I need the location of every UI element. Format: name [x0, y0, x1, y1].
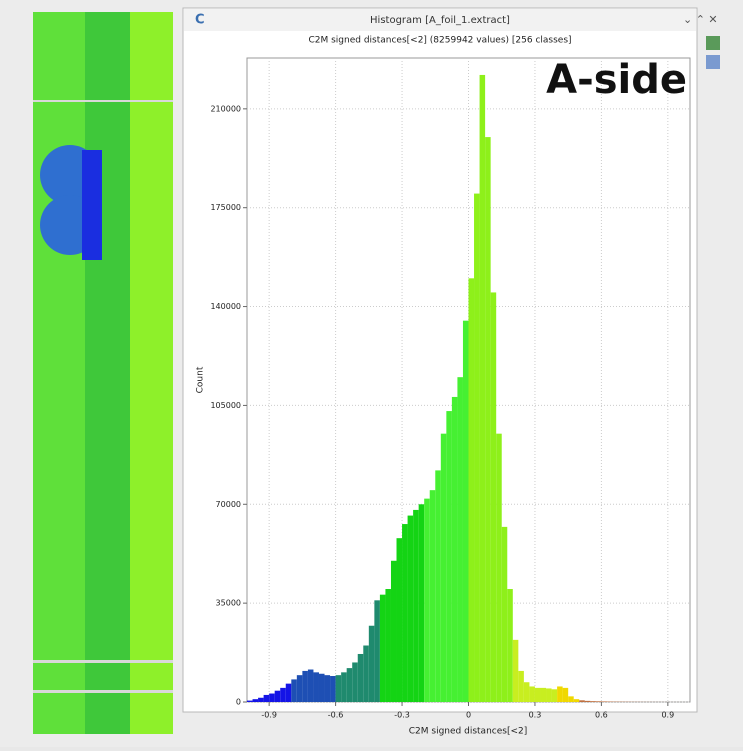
x-tick-label: 0.6: [595, 711, 608, 720]
bar: [502, 527, 508, 702]
bar: [363, 646, 369, 702]
bar: [286, 684, 292, 702]
bar: [590, 701, 596, 702]
bar: [358, 654, 364, 702]
bar: [540, 688, 546, 702]
bar: [269, 694, 275, 702]
bar: [513, 640, 519, 702]
y-tick-label: 35000: [216, 599, 241, 608]
bar: [430, 490, 436, 702]
bar: [275, 691, 281, 702]
x-tick-label: -0.9: [261, 711, 277, 720]
y-axis-label: Count: [196, 366, 206, 393]
bar: [457, 377, 463, 702]
bar: [557, 686, 563, 702]
bar: [529, 686, 535, 702]
image-button[interactable]: [706, 55, 720, 69]
bar: [369, 626, 375, 702]
bar: [518, 671, 524, 702]
bar: [280, 688, 286, 702]
page: C Histogram [A_foil_1.extract] ⌄ ⌃ ✕ C2M…: [0, 0, 743, 747]
bar: [424, 499, 430, 702]
x-tick-label: -0.6: [328, 711, 344, 720]
cloud-stripe: [33, 100, 173, 102]
bar: [408, 516, 414, 702]
bar: [247, 701, 253, 702]
bar: [546, 688, 552, 702]
bar: [585, 701, 591, 702]
x-tick-label: -0.3: [394, 711, 410, 720]
y-tick-label: 140000: [210, 302, 241, 311]
bar: [601, 701, 607, 702]
window-title: Histogram [A_foil_1.extract]: [370, 15, 510, 26]
window-controls[interactable]: ⌄ ⌃ ✕: [683, 13, 718, 26]
cloud-band: [85, 12, 130, 734]
cloud-stripe: [33, 660, 173, 663]
y-tick-label: 0: [236, 698, 241, 707]
bar: [313, 672, 319, 702]
bar: [413, 510, 419, 702]
y-tick-label: 70000: [216, 500, 241, 509]
x-tick-label: 0.9: [661, 711, 674, 720]
bar: [391, 561, 397, 702]
bar: [474, 194, 480, 702]
bar: [336, 675, 342, 702]
bar: [402, 524, 408, 702]
bar: [253, 699, 259, 702]
cloud-stripe: [33, 690, 173, 693]
screen: C Histogram [A_foil_1.extract] ⌄ ⌃ ✕ C2M…: [0, 0, 743, 747]
cloud-band: [130, 12, 173, 734]
bar: [491, 292, 497, 702]
app-icon: C: [195, 13, 205, 28]
cloud-spot: [82, 150, 102, 260]
bar: [352, 662, 358, 702]
bar: [258, 698, 264, 702]
bar: [535, 688, 541, 702]
bar: [552, 689, 558, 702]
point-cloud: [33, 12, 173, 734]
bar: [380, 595, 386, 702]
x-tick-label: 0: [466, 711, 471, 720]
bar: [441, 434, 447, 702]
x-axis-label: C2M signed distances[<2]: [409, 727, 527, 737]
y-tick-label: 105000: [210, 401, 241, 410]
bar: [330, 676, 336, 702]
bar: [419, 504, 425, 702]
bar: [385, 589, 391, 702]
bar: [507, 589, 513, 702]
bar: [397, 538, 403, 702]
bar: [435, 470, 441, 702]
bar: [496, 434, 502, 702]
bar: [563, 688, 569, 702]
bar: [596, 701, 602, 702]
bar: [480, 75, 486, 702]
bar: [319, 674, 325, 702]
bar: [469, 278, 475, 702]
bar: [374, 600, 380, 702]
bar: [302, 671, 308, 702]
bar: [341, 672, 347, 702]
bar: [264, 695, 270, 702]
plot: 0 35000 70000 105000 140000 175000 210000 -0.9 -…: [210, 58, 690, 720]
y-tick-label: 175000: [210, 203, 241, 212]
overlay-label: A-side: [546, 57, 687, 103]
bar: [579, 700, 585, 702]
bar: [485, 137, 491, 702]
bar: [297, 675, 303, 702]
bar: [463, 321, 469, 702]
export-button[interactable]: [706, 36, 720, 50]
y-tick-label: 210000: [210, 104, 241, 113]
bar: [291, 679, 297, 702]
bar: [568, 696, 574, 702]
bar: [446, 411, 452, 702]
bar: [308, 670, 314, 702]
bar: [325, 675, 331, 702]
bar: [524, 682, 530, 702]
x-tick-label: 0.3: [529, 711, 542, 720]
bar: [347, 668, 353, 702]
bar: [574, 699, 580, 702]
chart-title: C2M signed distances[<2] (8259942 values…: [308, 36, 571, 46]
bar: [452, 397, 458, 702]
